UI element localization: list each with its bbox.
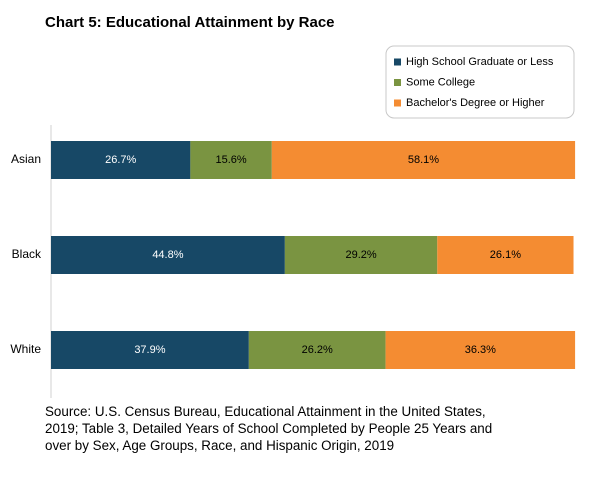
legend-swatch (394, 58, 401, 66)
legend-label: High School Graduate or Less (406, 56, 554, 68)
bar-segment (51, 236, 285, 274)
y-tick-label: Black (12, 247, 42, 261)
bar-segment (51, 141, 191, 179)
bar-segment (51, 331, 249, 369)
bar-segment (248, 331, 386, 369)
data-label: 37.9% (134, 344, 165, 356)
data-label: 58.1% (408, 154, 439, 166)
legend-label: Bachelor's Degree or Higher (406, 97, 545, 109)
data-label: 26.1% (490, 249, 521, 261)
data-label: 44.8% (152, 249, 183, 261)
bar-segment (437, 236, 574, 274)
legend-swatch (394, 99, 401, 107)
data-label: 26.7% (105, 154, 136, 166)
data-label: 36.3% (465, 344, 496, 356)
chart: Chart 5: Educational Attainment by Race … (10, 14, 576, 398)
source-note: Source: U.S. Census Bureau, Educational … (45, 404, 493, 453)
y-tick-label: Asian (11, 152, 41, 166)
legend-box (385, 45, 575, 119)
legend-label: Some College (406, 76, 475, 88)
chart-title: Chart 5: Educational Attainment by Race (45, 14, 335, 31)
bar-segment (284, 236, 438, 274)
bar-segment (385, 331, 576, 369)
legend-swatch (394, 79, 401, 86)
data-label: 26.2% (302, 344, 333, 356)
data-label: 15.6% (215, 154, 246, 166)
bar-segment (271, 141, 576, 179)
y-tick-label: White (10, 342, 41, 356)
bar-segment (190, 141, 272, 179)
data-label: 29.2% (345, 249, 376, 261)
